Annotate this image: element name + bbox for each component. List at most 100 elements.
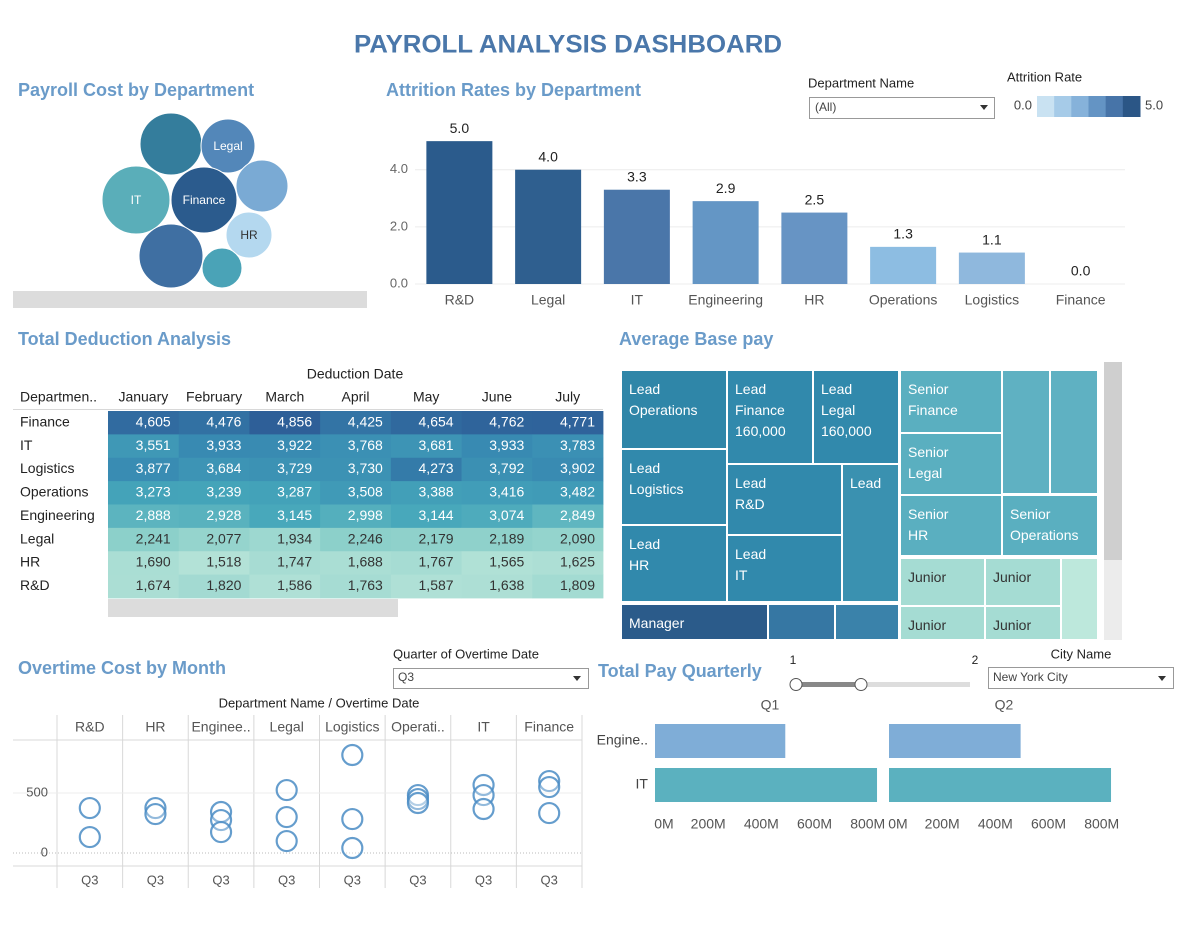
y-tick-label: 0 [41,844,48,859]
column-label: February [186,389,242,405]
x-tick-label: 400M [978,816,1013,832]
filter-label: City Name [1051,646,1112,661]
row-label: IT [20,437,33,453]
dropdown-arrow[interactable] [573,676,581,681]
tile-label: Senior HR [908,506,949,543]
heat-cell [461,527,533,552]
heat-cell [532,551,604,576]
x-tick-label: 800M [850,816,885,832]
scrollbar[interactable] [108,599,398,617]
dropdown[interactable] [393,668,589,689]
point [341,836,364,860]
treemap-tile [1061,558,1098,640]
x-tick-label: 600M [1031,816,1066,832]
column-label: Logistics [325,719,379,735]
slider-handle[interactable] [789,678,803,691]
treemap-tile: Senior Finance [900,370,1002,433]
heat-cell [320,551,392,576]
bubble [138,223,204,289]
filter-label: Quarter of Overtime Date [393,646,539,661]
heat-cell [249,457,321,482]
treemap-tile [835,604,899,640]
panel-header: Q1 [761,697,780,713]
heat-cell [178,411,250,435]
cell-label: 3,922 [277,437,312,453]
legend-tick-label: 0.0 [1014,97,1032,112]
treemap-tile: Lead Finance 160,000 [727,370,813,464]
period-label: Q3 [278,872,295,887]
tile-value: 160,000 [735,423,786,439]
tile-label: Lead Logistics [629,460,684,497]
period-label: Q3 [541,872,558,887]
slider-range[interactable] [796,682,861,687]
scrollbar-thumb[interactable] [1104,362,1122,560]
section-title: Attrition Rates by Department [386,80,641,100]
period-label: Q3 [475,872,492,887]
point [144,796,167,820]
x-tick-label: 200M [925,816,960,832]
legend-swatch [1037,96,1055,117]
heat-cell [390,434,462,459]
heat-cell [320,527,392,552]
bar [889,768,1112,802]
period-label: Q3 [147,872,164,887]
bubble [139,112,203,176]
treemap-tile: Lead [842,464,899,602]
heat-cell [108,457,180,482]
heat-cell [532,574,604,599]
y-tick-label: 0.0 [390,275,408,290]
tile-label: Senior Operations [1010,506,1079,543]
treemap-tile: Lead HR [621,525,727,602]
cell-label: 3,730 [348,460,383,476]
cell-label: 3,902 [560,460,595,476]
section-title: Total Deduction Analysis [18,329,231,349]
point [275,829,298,853]
legend-tick-label: 5.0 [1145,97,1163,112]
y-tick-label: 2.0 [390,218,408,233]
dropdown[interactable] [988,667,1174,689]
cell-label: 3,074 [489,507,524,523]
cell-label: 2,179 [419,530,454,546]
tile-label: Lead HR [629,536,661,573]
dropdown-arrow[interactable] [980,105,988,110]
cell-label: 1,820 [206,577,241,593]
column-label: January [118,389,168,405]
point [275,805,298,829]
section-title: Overtime Cost by Month [18,658,226,678]
column-label: Finance [524,719,574,735]
dropdown-arrow[interactable] [1158,676,1166,681]
cell-label: 1,934 [277,530,312,546]
treemap-tile: Senior HR [900,495,1002,556]
dropdown-value[interactable]: (All) [815,100,836,114]
column-label: June [482,389,513,405]
heat-cell [178,527,250,552]
dropdown[interactable] [809,97,995,119]
treemap-tile: Senior Operations [1002,495,1098,556]
cell-label: 3,482 [560,484,595,500]
column-label: Operati.. [391,719,445,735]
dropdown-value[interactable]: Q3 [398,670,414,684]
dropdown-value[interactable]: New York City [993,670,1068,684]
scrollbar[interactable] [13,291,367,308]
value-label: 2.5 [805,191,825,207]
x-tick-label: 200M [691,816,726,832]
cell-label: 4,856 [277,413,312,429]
cell-label: 2,928 [206,507,241,523]
x-tick-label: Finance [1056,292,1106,308]
cell-label: 2,189 [489,530,524,546]
slider-track[interactable] [790,682,970,687]
y-tick-label: IT [636,776,649,792]
cell-label: 4,771 [560,413,595,429]
heat-cell [108,411,180,435]
cell-label: 4,762 [489,413,524,429]
bar [655,768,878,802]
heat-cell [249,434,321,459]
filter-label: Department Name [808,75,914,90]
heat-cell [320,457,392,482]
cell-label: 3,684 [206,460,241,476]
heat-cell [390,574,462,599]
slider-handle[interactable] [854,678,868,691]
cell-label: 3,783 [560,437,595,453]
